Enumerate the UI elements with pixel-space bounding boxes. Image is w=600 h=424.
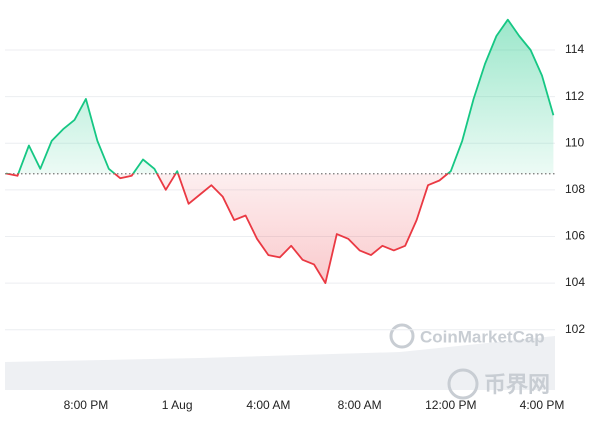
x-tick-label: 8:00 PM [64,398,109,412]
x-tick-label: 12:00 PM [425,398,476,412]
y-tick-label: 110 [565,135,584,149]
watermark-logo [447,368,479,400]
x-tick-label: 4:00 PM [520,398,565,412]
x-tick-label: 8:00 AM [338,398,382,412]
volume-band [5,336,555,390]
area [6,19,554,284]
y-tick-label: 114 [565,42,584,56]
y-tick-label: 102 [565,322,585,336]
watermark-logo [389,323,415,349]
y-tick-label: 108 [565,182,585,196]
price-line [5,18,555,284]
x-tick-label: 4:00 AM [246,398,290,412]
watermark: 币界网 [484,372,550,397]
x-tick-label: 1 Aug [162,398,193,412]
y-tick-label: 106 [565,229,585,243]
watermark: CoinMarketCap [420,327,545,346]
y-tick-label: 104 [565,275,585,289]
y-tick-label: 112 [565,89,584,103]
